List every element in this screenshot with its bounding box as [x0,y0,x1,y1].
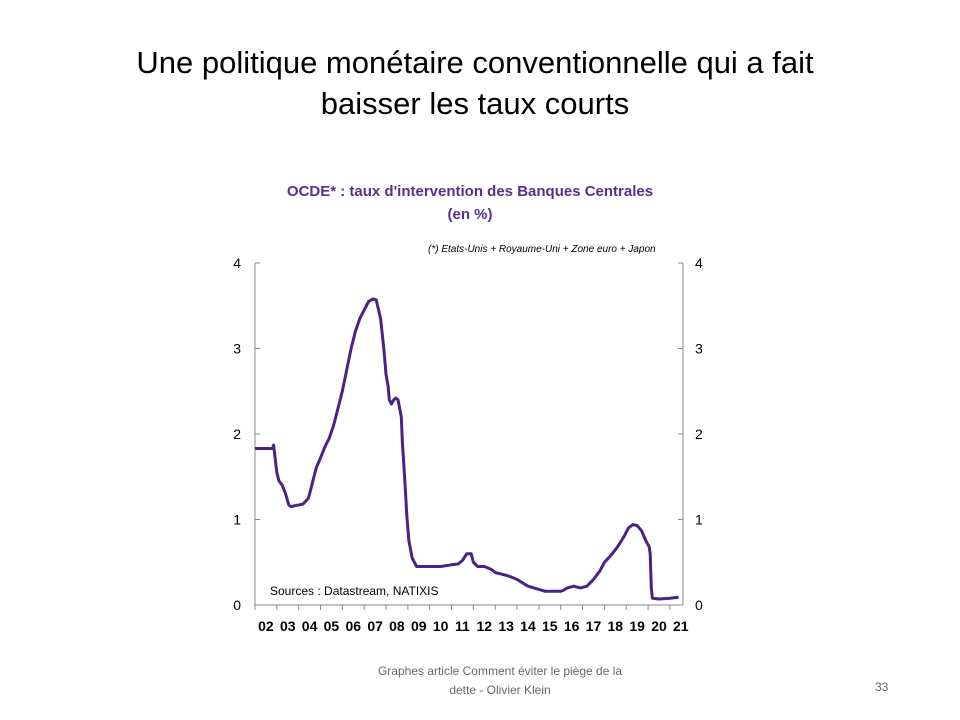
x-tick-label: 04 [302,618,318,634]
x-tick-label: 20 [651,618,667,634]
x-tick-label: 08 [389,618,405,634]
series-line [255,297,679,601]
x-tick-label: 06 [345,618,361,634]
slide-footer: Graphes article Comment éviter le piège … [330,662,670,700]
y-tick-label-right: 3 [695,341,703,357]
slide-title-line2: baisser les taux courts [320,86,630,121]
y-tick-label-right: 2 [695,426,703,442]
chart-ticks: 0 01 12 23 34 402 03 04 05 06 07 08 09 10 11 12 13 14 15 16… [233,255,703,634]
footer-line1: Graphes article Comment éviter le piège … [377,664,623,678]
x-tick-label: 05 [324,618,340,634]
x-tick-label: 09 [411,618,427,634]
x-tick-label: 14 [520,618,536,634]
x-tick-label: 15 [542,618,558,634]
chart-title-line1: OCDE* : taux d'intervention des Banques … [286,183,654,200]
y-tick-label-right: 0 [695,597,703,613]
y-tick-label-left: 2 [233,426,241,442]
x-tick-label: 10 [433,618,449,634]
x-tick-label: 11 [455,618,470,634]
x-tick-label: 13 [498,618,514,634]
y-tick-label-left: 0 [233,597,241,613]
x-tick-label: 02 [258,618,274,634]
chart-title-line2: (en %) [447,206,493,223]
x-tick-label: 03 [280,618,296,634]
y-tick-label-left: 4 [233,255,241,271]
source-label: Sources : Datastream, NATIXIS [270,584,439,598]
y-tick-label-right: 1 [695,512,703,528]
y-tick-label-right: 4 [695,255,703,271]
x-tick-label: 12 [476,618,492,634]
footer-line2: dette - Olivier Klein [449,683,551,697]
x-tick-label: 21 [673,618,689,634]
x-tick-label: 18 [608,618,624,634]
chart-footnote: (*) Etats-Unis + Royaume-Uni + Zone euro… [428,244,656,255]
y-tick-label-left: 3 [233,341,241,357]
slide-title: Une politique monétaire conventionnelle … [40,42,910,124]
y-tick-label-left: 1 [233,512,241,528]
slide-title-line1: Une politique monétaire conventionnelle … [136,45,814,80]
x-tick-label: 17 [586,618,602,634]
x-tick-label: 07 [367,618,383,634]
x-tick-label: 19 [629,618,645,634]
chart-title: OCDE* : taux d'intervention des Banques … [255,180,685,226]
page-number: 33 [875,680,889,694]
x-tick-label: 16 [564,618,580,634]
